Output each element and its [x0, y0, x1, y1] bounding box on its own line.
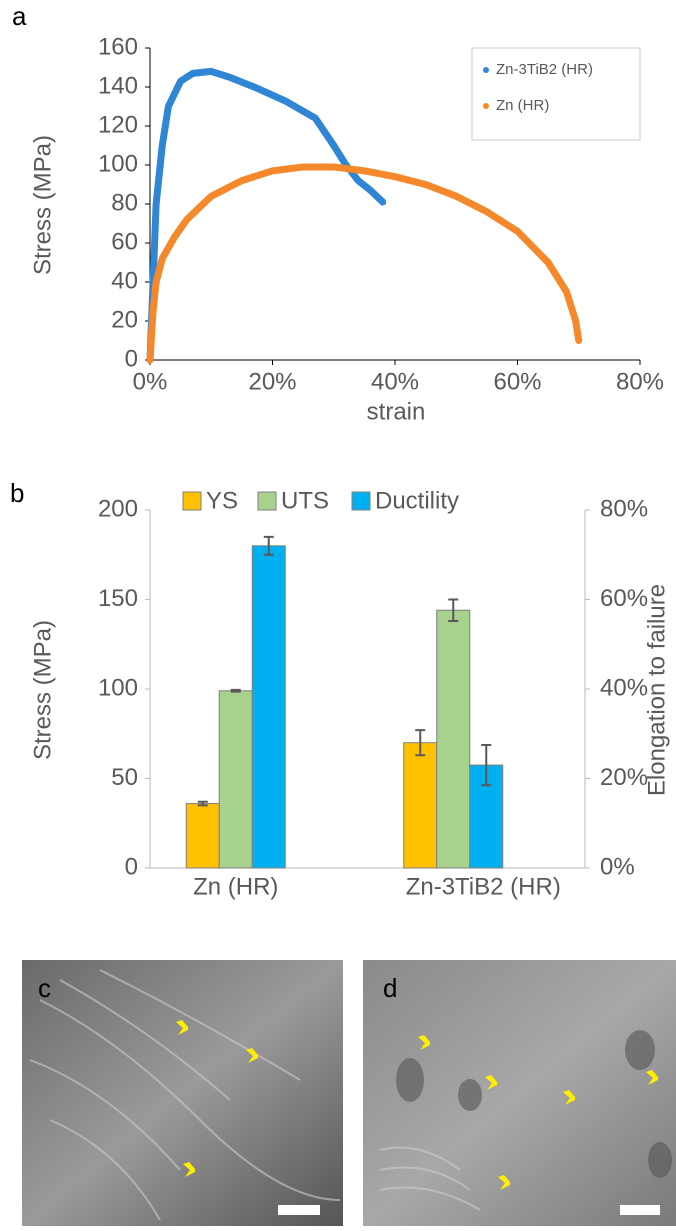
legend-marker: [483, 67, 489, 73]
data-line: [150, 167, 579, 360]
y-tick-label: 200: [98, 495, 138, 522]
error-bar: [231, 690, 241, 692]
legend-swatch: [183, 492, 201, 510]
legend-label: Zn-3TiB2 (HR): [496, 61, 593, 78]
panel-label: b: [10, 478, 24, 508]
data-line: [150, 71, 383, 360]
y2-axis-label: Elongation to failure: [643, 584, 670, 796]
y2-tick-label: 0%: [600, 853, 635, 880]
panel-label: d: [383, 973, 397, 1003]
y2-tick-label: 60%: [600, 585, 648, 612]
legend-swatch: [258, 492, 276, 510]
legend-label: Ductility: [375, 487, 459, 514]
bar: [404, 743, 437, 868]
y-tick-label: 150: [98, 585, 138, 612]
y-tick-label: 100: [98, 150, 138, 177]
y-tick-label: 160: [98, 33, 138, 60]
legend-swatch: [352, 492, 370, 510]
y-tick-label: 100: [98, 674, 138, 701]
bar: [219, 691, 252, 868]
x-tick-label: Zn (HR): [193, 873, 278, 900]
y-tick-label: 120: [98, 111, 138, 138]
x-tick-label: 40%: [371, 368, 419, 395]
x-tick-label: 80%: [616, 368, 664, 395]
y-axis-label: Stress (MPa): [29, 620, 56, 760]
x-tick-label: 60%: [493, 368, 541, 395]
x-tick-label: 0%: [133, 368, 168, 395]
bar: [186, 804, 219, 868]
y2-tick-label: 40%: [600, 674, 648, 701]
y-tick-label: 140: [98, 72, 138, 99]
legend-label: YS: [206, 487, 238, 514]
y-tick-label: 60: [111, 228, 138, 255]
y-axis-label: Stress (MPa): [29, 135, 56, 275]
y-tick-label: 20: [111, 306, 138, 333]
y2-tick-label: 80%: [600, 495, 648, 522]
x-tick-label: 20%: [248, 368, 296, 395]
x-tick-label: Zn-3TiB2 (HR): [406, 873, 561, 900]
y-tick-label: 50: [111, 764, 138, 791]
figure: a b c d 0 20 40 60 80 100 120 140 160 0% 20% 40% 60%…: [0, 0, 676, 1226]
panel-label: a: [12, 1, 27, 31]
legend-label: Zn (HR): [496, 97, 549, 114]
bar: [437, 610, 470, 868]
y-tick-label: 40: [111, 267, 138, 294]
y2-tick-label: 20%: [600, 764, 648, 791]
x-axis-label: strain: [367, 398, 426, 425]
y-tick-label: 80: [111, 189, 138, 216]
sem-image-c: c: [22, 960, 343, 1226]
bar: [252, 546, 285, 868]
panel-label: c: [38, 973, 51, 1003]
legend-marker: [483, 103, 489, 109]
legend-label: UTS: [281, 487, 329, 514]
sem-image-d: d: [363, 960, 676, 1226]
y-tick-label: 0: [125, 853, 138, 880]
